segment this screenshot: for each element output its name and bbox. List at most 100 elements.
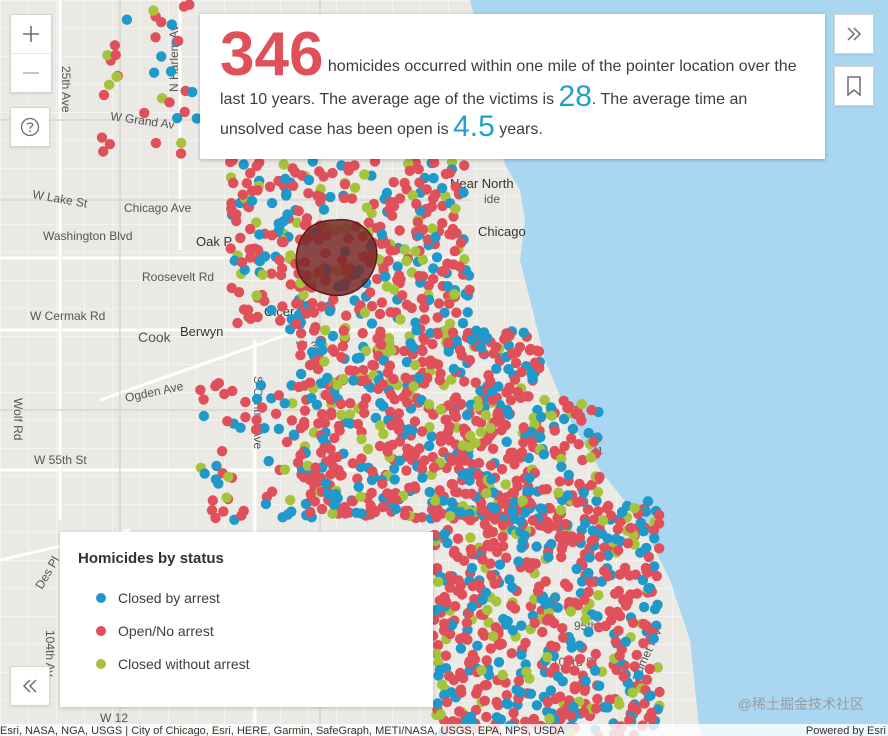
legend-item: Open/No arrest xyxy=(78,614,415,647)
homicide-point xyxy=(245,168,256,179)
homicide-point xyxy=(516,620,527,631)
homicide-point xyxy=(546,410,557,421)
homicide-point xyxy=(504,574,515,585)
homicide-point xyxy=(390,503,401,515)
homicide-point xyxy=(427,223,438,234)
homicide-point xyxy=(385,389,397,400)
homicide-point xyxy=(629,661,640,672)
homicide-point xyxy=(450,181,461,192)
homicide-point xyxy=(380,271,391,282)
homicide-point xyxy=(627,617,639,628)
homicide-point xyxy=(459,160,470,171)
homicide-point xyxy=(537,504,548,515)
homicide-point xyxy=(206,505,218,516)
homicide-point xyxy=(311,399,323,410)
homicide-point xyxy=(649,561,660,572)
homicide-point xyxy=(225,243,236,254)
homicide-point xyxy=(466,488,477,499)
homicide-point xyxy=(432,359,444,370)
powered-by-esri[interactable]: Powered by Esri xyxy=(805,725,886,736)
homicide-point xyxy=(359,307,371,318)
homicide-point xyxy=(408,342,419,353)
homicide-point xyxy=(501,436,512,447)
bookmarks-button[interactable] xyxy=(834,66,874,106)
homicide-point xyxy=(388,177,399,188)
homicide-point xyxy=(428,273,439,285)
homicide-point xyxy=(240,396,251,408)
homicide-point xyxy=(359,407,370,419)
collapse-legend-button[interactable] xyxy=(10,666,50,706)
homicide-point xyxy=(475,426,487,438)
help-button[interactable] xyxy=(10,107,50,147)
homicide-point xyxy=(227,207,238,218)
homicide-point xyxy=(489,514,501,525)
homicide-point xyxy=(179,106,190,118)
homicide-point xyxy=(320,478,332,489)
homicide-point xyxy=(518,327,529,338)
homicide-point xyxy=(485,423,496,434)
zoom-in-button[interactable] xyxy=(11,15,51,53)
homicide-point xyxy=(592,486,604,498)
homicide-point xyxy=(291,298,302,309)
homicide-point xyxy=(414,177,425,188)
watermark: @稀土掘金技术社区 xyxy=(737,696,864,712)
homicide-point xyxy=(449,289,460,300)
homicide-point xyxy=(479,695,490,706)
pointer-radius-circle[interactable] xyxy=(295,218,378,297)
homicide-point xyxy=(633,670,644,681)
homicide-point xyxy=(298,472,310,483)
homicide-point xyxy=(397,290,408,301)
homicide-point xyxy=(395,314,406,325)
homicide-point xyxy=(417,426,428,437)
homicide-point xyxy=(320,325,331,336)
homicide-point xyxy=(444,421,455,432)
homicide-point xyxy=(312,190,323,201)
homicide-point xyxy=(251,393,263,405)
homicide-point xyxy=(291,318,302,330)
homicide-point xyxy=(594,680,605,691)
homicide-point xyxy=(384,360,395,372)
homicide-point xyxy=(156,51,167,62)
homicide-point xyxy=(349,160,360,171)
homicide-point xyxy=(427,451,438,463)
map-label-cermak: W Cermak Rd xyxy=(30,309,105,323)
info-summary: 346 homicides occurred within one mile o… xyxy=(220,24,807,144)
homicide-point xyxy=(435,431,447,442)
homicide-point xyxy=(301,308,312,319)
homicide-point xyxy=(464,284,475,295)
homicide-point xyxy=(235,232,246,244)
homicide-point xyxy=(456,350,468,361)
homicide-point xyxy=(266,304,277,316)
homicide-point xyxy=(497,669,508,681)
homicide-point xyxy=(506,348,517,359)
homicide-point xyxy=(556,707,567,718)
homicide-point xyxy=(612,696,624,707)
homicide-point xyxy=(364,287,376,298)
expand-panel-button[interactable] xyxy=(834,14,874,54)
homicide-point xyxy=(585,452,597,463)
homicide-point xyxy=(646,713,657,724)
homicide-point xyxy=(244,244,255,255)
homicide-point xyxy=(506,600,517,611)
homicide-point xyxy=(270,408,282,419)
homicide-point xyxy=(440,650,452,661)
homicide-point xyxy=(318,204,330,215)
homicide-point xyxy=(337,341,349,352)
homicide-point xyxy=(426,201,438,212)
double-chevron-right-icon xyxy=(847,27,862,41)
zoom-out-button[interactable] xyxy=(11,53,51,92)
homicide-point xyxy=(518,437,529,448)
homicide-point xyxy=(148,5,159,16)
homicide-point xyxy=(562,581,574,592)
unsolved-years: 4.5 xyxy=(453,110,495,143)
homicide-point xyxy=(254,229,265,240)
homicide-point xyxy=(488,631,499,642)
homicide-point xyxy=(573,439,584,450)
attribution-sources[interactable]: Esri, NASA, NGA, USGS | City of Chicago,… xyxy=(0,725,565,736)
homicide-point xyxy=(583,427,594,439)
plus-icon xyxy=(23,26,39,42)
homicide-point xyxy=(451,307,462,318)
homicide-point xyxy=(428,263,439,274)
homicide-point xyxy=(560,663,571,674)
homicide-point xyxy=(566,642,577,653)
